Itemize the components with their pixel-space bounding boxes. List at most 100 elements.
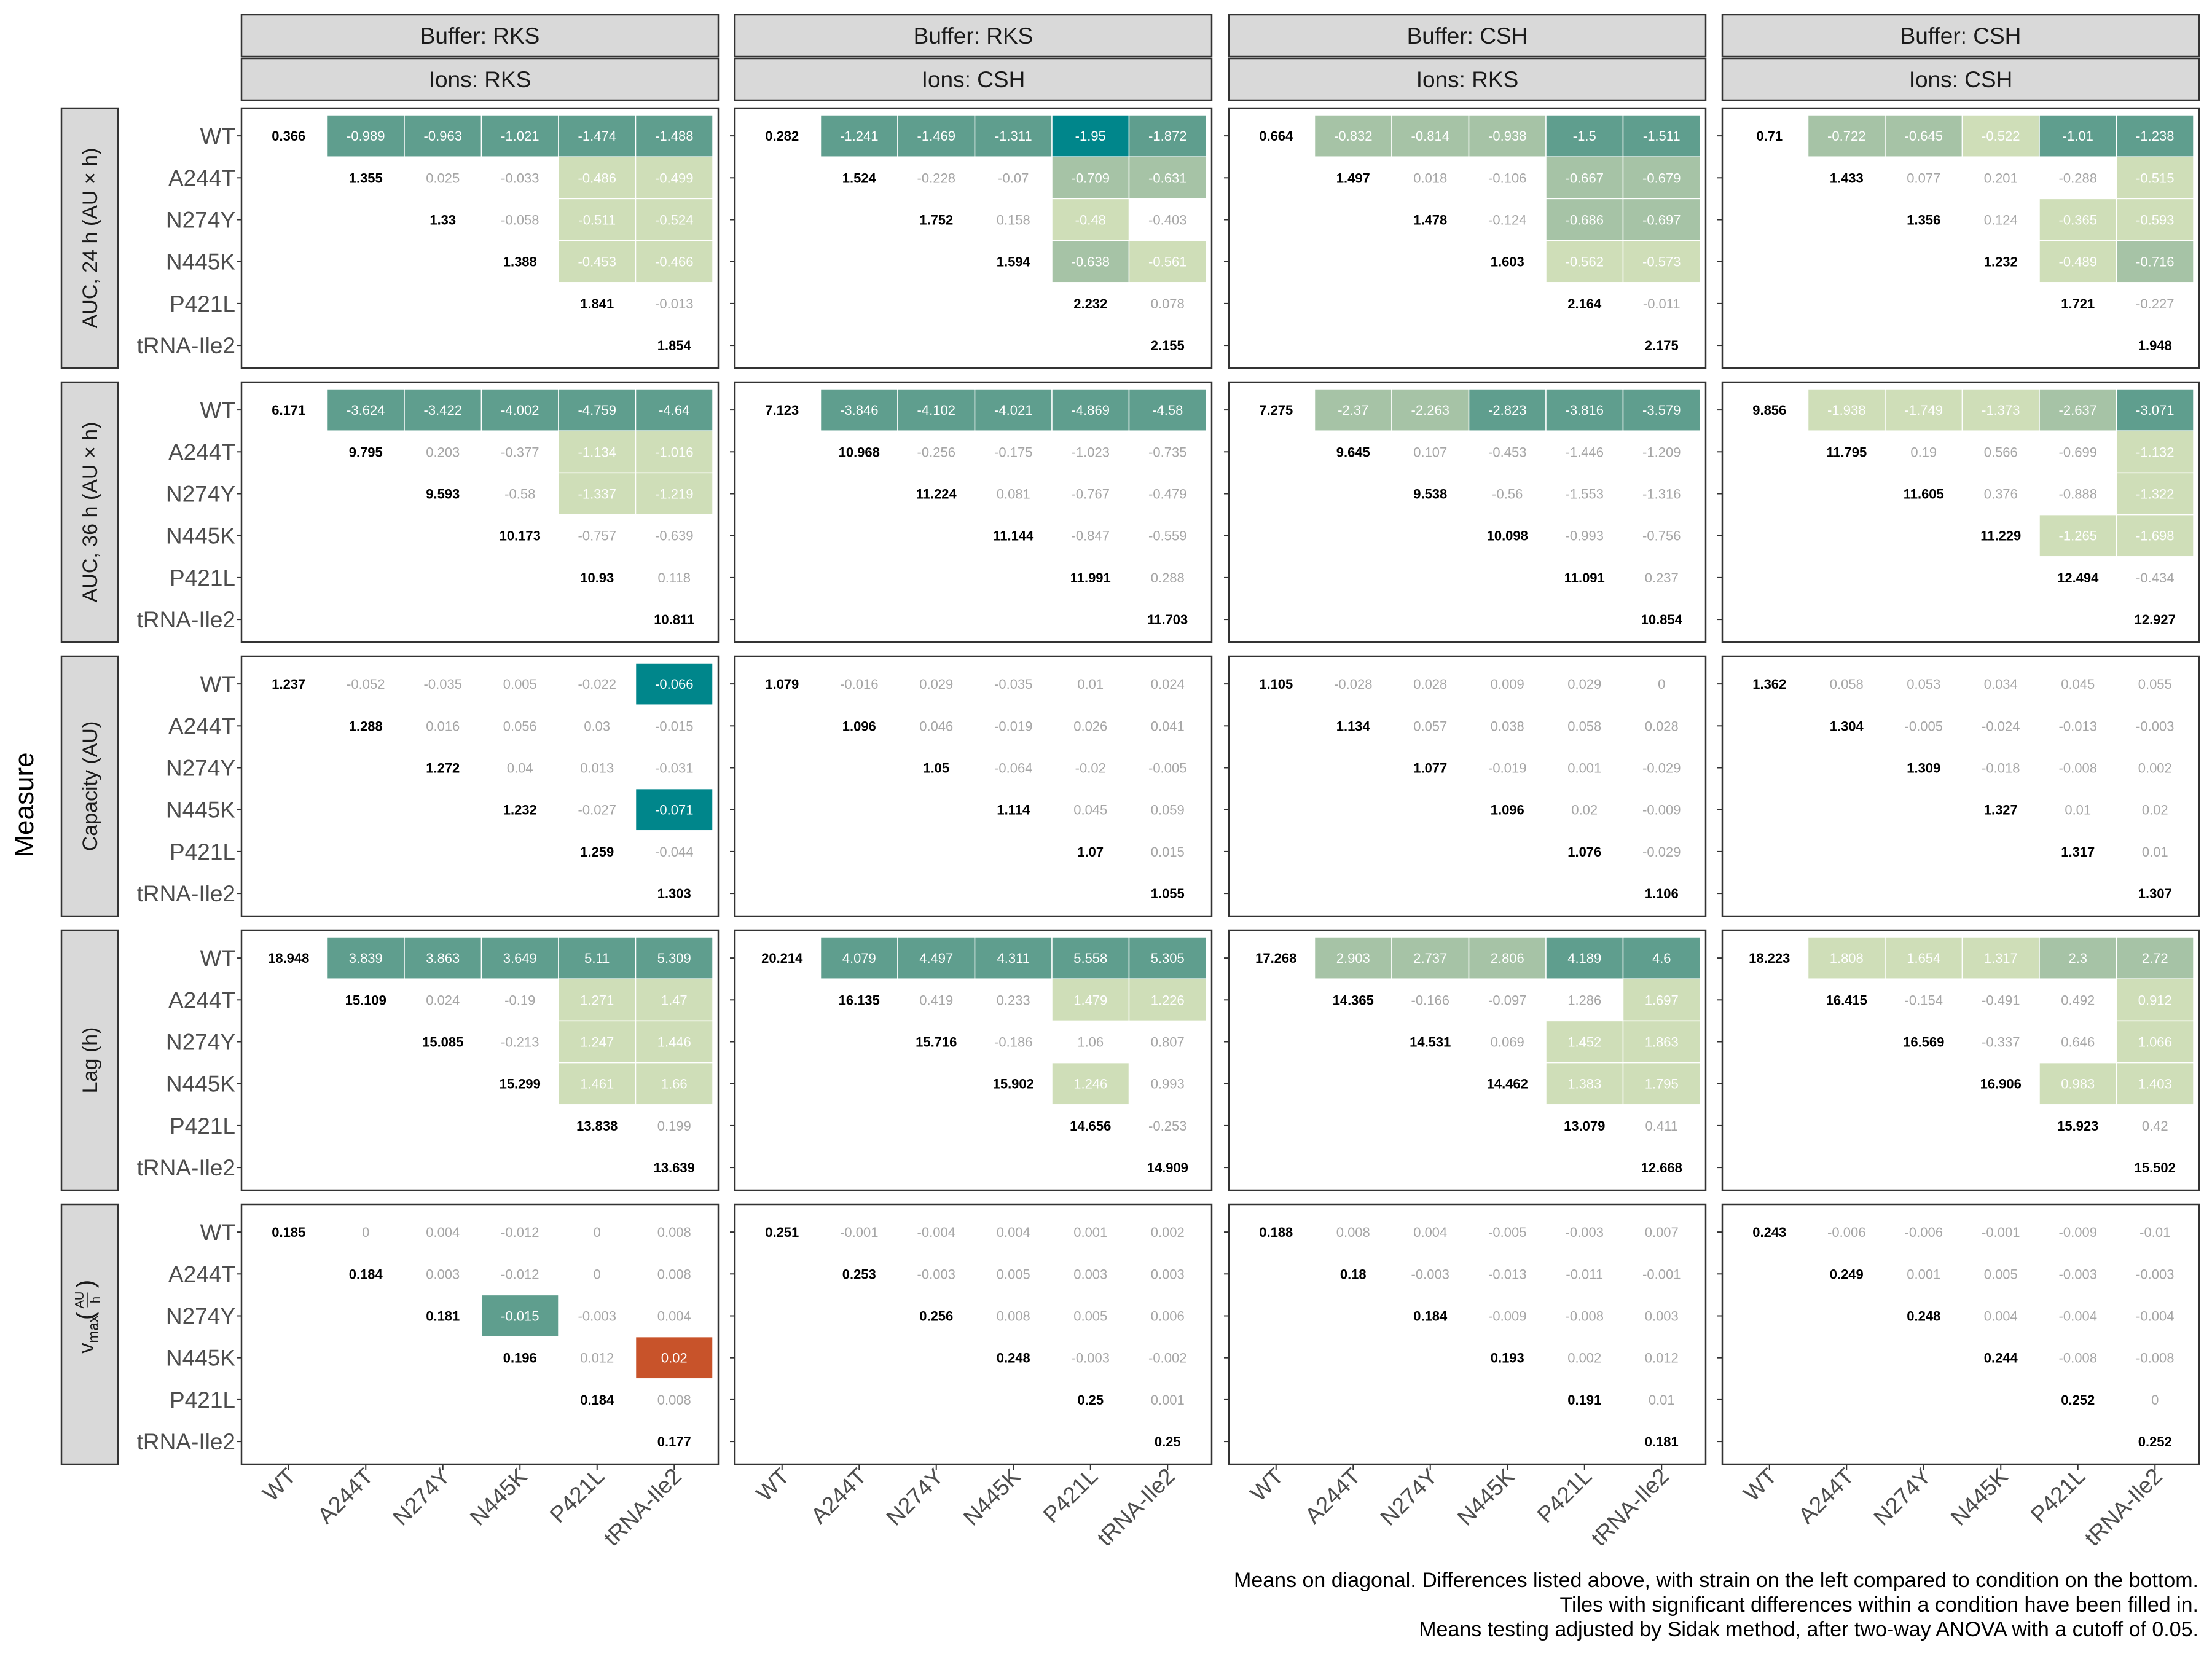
facet-strips: Buffer: RKS Ions: RKS Buffer: RKS Ions: CSH… bbox=[240, 14, 2200, 101]
difference-label: 1.808 bbox=[1830, 951, 1864, 966]
difference-label: -0.064 bbox=[994, 761, 1032, 776]
heatmap-tile bbox=[2039, 1062, 2117, 1105]
difference-label: 0 bbox=[2151, 1392, 2159, 1408]
difference-label: -1.322 bbox=[2136, 487, 2174, 502]
difference-label: -0.029 bbox=[1642, 844, 1681, 860]
panel-background bbox=[735, 656, 1212, 916]
y-tick-label: A244T bbox=[168, 439, 235, 465]
y-tick-label: P421L bbox=[170, 565, 235, 590]
difference-label: -0.106 bbox=[1488, 170, 1526, 186]
mean-label: 1.134 bbox=[1336, 718, 1371, 734]
difference-label: -4.869 bbox=[1072, 402, 1110, 418]
panel: 6.171 -3.624 -3.422 -4.002 -4.759 -4.64 9.795 0… bbox=[240, 381, 720, 643]
mean-label: 1.948 bbox=[2138, 338, 2172, 353]
difference-label: 0.041 bbox=[1151, 718, 1185, 734]
heatmap-tile bbox=[1622, 1020, 1701, 1064]
difference-label: -0.186 bbox=[994, 1035, 1032, 1050]
difference-label: -0.453 bbox=[578, 254, 616, 270]
difference-label: 0.077 bbox=[1907, 170, 1940, 186]
heatmap-tile bbox=[1051, 1062, 1130, 1105]
difference-label: 0.005 bbox=[503, 677, 537, 692]
difference-label: -4.002 bbox=[501, 402, 539, 418]
mean-label: 2.232 bbox=[1073, 296, 1107, 312]
difference-label: -1.337 bbox=[578, 487, 616, 502]
difference-label: -0.004 bbox=[2059, 1309, 2097, 1324]
difference-label: -0.562 bbox=[1566, 254, 1604, 270]
difference-label: -0.009 bbox=[1642, 802, 1681, 818]
difference-label: -1.265 bbox=[2059, 528, 2097, 544]
difference-label: -0.561 bbox=[1148, 254, 1186, 270]
mean-label: 1.841 bbox=[580, 296, 614, 312]
difference-label: 0.018 bbox=[1413, 170, 1447, 186]
difference-label: -0.888 bbox=[2059, 487, 2097, 502]
difference-label: -1.5 bbox=[1573, 128, 1596, 144]
heatmap-tile bbox=[1128, 240, 1207, 283]
difference-label: -0.097 bbox=[1488, 992, 1526, 1008]
mean-label: 20.214 bbox=[761, 951, 803, 966]
difference-label: 0.028 bbox=[1413, 677, 1447, 692]
difference-label: 2.72 bbox=[2142, 951, 2168, 966]
panel-border bbox=[734, 929, 1213, 1191]
difference-label: 2.3 bbox=[2068, 951, 2087, 966]
difference-label: -0.012 bbox=[501, 1266, 539, 1282]
mean-label: 1.307 bbox=[2138, 886, 2172, 901]
heatmap-tile bbox=[1622, 388, 1701, 431]
difference-label: 0.983 bbox=[2061, 1077, 2095, 1092]
difference-label: 0.118 bbox=[658, 570, 691, 586]
mean-label: 1.232 bbox=[1984, 254, 2018, 270]
mean-label: 1.304 bbox=[1830, 718, 1864, 734]
difference-label: 0.01 bbox=[2142, 844, 2168, 860]
difference-label: 1.271 bbox=[580, 992, 614, 1008]
y-tick-label: A244T bbox=[168, 165, 235, 190]
panel: 0.282 -1.241 -1.469 -1.311 -1.95 -1.872 1.524 -… bbox=[734, 107, 1213, 369]
difference-label: -0.645 bbox=[1905, 128, 1943, 144]
difference-label: -1.95 bbox=[1075, 128, 1106, 144]
heatmap-tile bbox=[1051, 156, 1130, 200]
difference-label: 0 bbox=[1658, 677, 1665, 692]
difference-label: 0.078 bbox=[1151, 296, 1185, 312]
difference-label: -0.018 bbox=[1982, 761, 2020, 776]
caption-line: Means testing adjusted by Sidak method, … bbox=[1419, 1618, 2198, 1641]
mean-label: 0.256 bbox=[919, 1309, 953, 1324]
difference-label: -0.489 bbox=[2059, 254, 2097, 270]
mean-label: 15.902 bbox=[993, 1077, 1034, 1092]
difference-label: -1.316 bbox=[1642, 487, 1681, 502]
difference-label: 0.02 bbox=[1571, 802, 1598, 818]
heatmap-tile bbox=[2039, 388, 2117, 431]
difference-label: 1.286 bbox=[1567, 992, 1601, 1008]
difference-label: -0.124 bbox=[1488, 213, 1526, 228]
heatmap-tile bbox=[1051, 978, 1130, 1022]
panel-border bbox=[240, 929, 720, 1191]
y-tick-label: N274Y bbox=[166, 1304, 235, 1329]
panel-border bbox=[734, 655, 1213, 917]
panel-background bbox=[1722, 1204, 2199, 1464]
difference-label: -1.749 bbox=[1905, 402, 1943, 418]
difference-label: 0.001 bbox=[1907, 1266, 1940, 1282]
heatmap-tile bbox=[974, 114, 1053, 157]
difference-label: -1.698 bbox=[2136, 528, 2174, 544]
mean-label: 0.249 bbox=[1830, 1266, 1864, 1282]
mean-label: 6.171 bbox=[272, 402, 305, 418]
heatmap-tile bbox=[635, 472, 713, 516]
difference-label: -0.56 bbox=[1492, 487, 1523, 502]
difference-label: 0.001 bbox=[1151, 1392, 1185, 1408]
mean-label: 10.811 bbox=[654, 612, 694, 627]
difference-label: -0.019 bbox=[994, 718, 1032, 734]
mean-label: 11.229 bbox=[1980, 528, 2021, 544]
difference-label: -0.005 bbox=[1148, 761, 1186, 776]
x-tick-label: P421L bbox=[1532, 1464, 1597, 1528]
heatmap-tile bbox=[404, 936, 482, 979]
y-tick-label: tRNA-Ile2 bbox=[137, 607, 235, 632]
x-tick-label: WT bbox=[1739, 1464, 1782, 1507]
mean-label: 0.181 bbox=[426, 1309, 460, 1324]
difference-label: -4.021 bbox=[994, 402, 1032, 418]
mean-label: 1.356 bbox=[1907, 213, 1940, 228]
panel: 17.268 2.903 2.737 2.806 4.189 4.6 14.365 -0.16… bbox=[1228, 929, 1707, 1191]
y-tick-label: WT bbox=[200, 398, 235, 423]
difference-label: -0.166 bbox=[1411, 992, 1449, 1008]
heatmap-tile bbox=[1051, 388, 1130, 431]
difference-label: 1.795 bbox=[1645, 1077, 1679, 1092]
heatmap-tile bbox=[1545, 1020, 1624, 1064]
difference-label: -4.759 bbox=[578, 402, 616, 418]
strip-buffer bbox=[1721, 14, 2200, 58]
